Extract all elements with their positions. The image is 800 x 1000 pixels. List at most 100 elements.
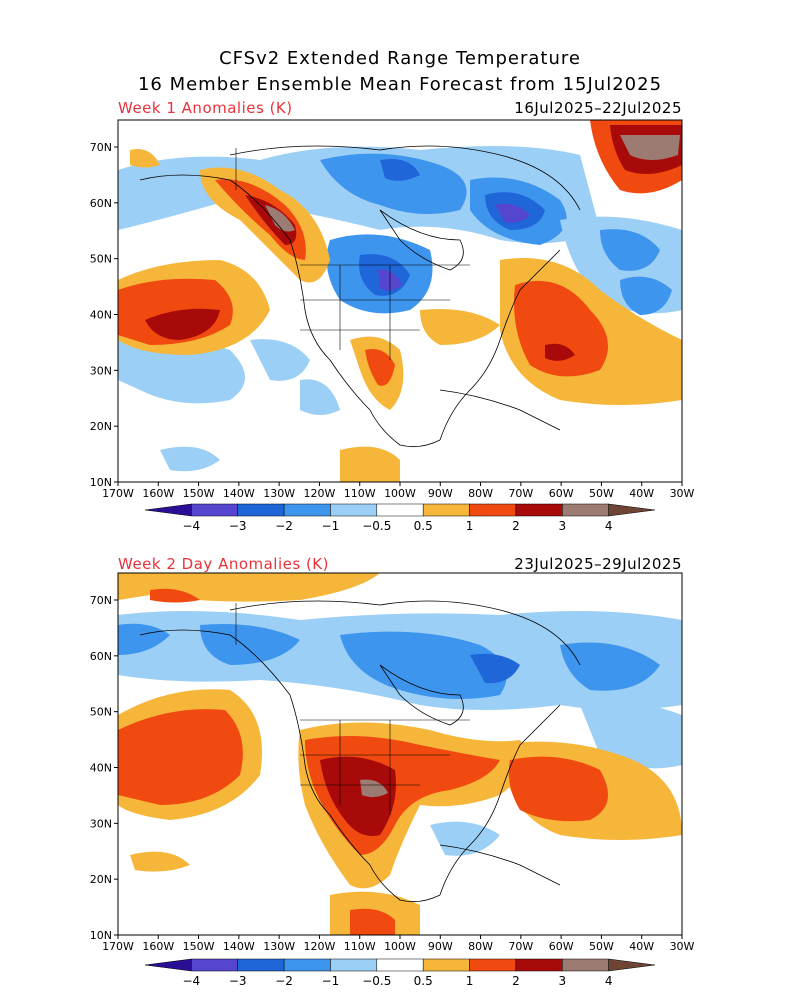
colorbar-swatch (469, 503, 517, 517)
lat-tick-label: 60N (90, 197, 112, 210)
lon-tick-label: 110W (344, 940, 376, 953)
colorbar-label: −4 (183, 519, 201, 533)
colorbar-label: 0.5 (414, 519, 433, 533)
warm-anomaly-region (514, 280, 608, 377)
borders (235, 603, 470, 815)
colorbar-swatch (422, 958, 470, 972)
colorbar-swatch (283, 958, 331, 972)
colorbar-label: 2 (512, 519, 520, 533)
colorbar-swatch (144, 958, 192, 972)
cool-anomaly-region (495, 203, 530, 223)
colorbar-swatch (283, 503, 331, 517)
colorbar-swatch (376, 503, 424, 517)
warm-anomaly-region (420, 309, 500, 345)
lon-tick-label: 40W (629, 487, 654, 500)
colorbar-2: −4 −3 −2 −1 −0.5 0.5 1 2 3 4 (144, 958, 656, 988)
warm-anomaly-region (145, 308, 220, 340)
colorbar-swatch (330, 503, 378, 517)
colorbar-label: 0.5 (414, 974, 433, 988)
lat-tick-label: 10N (90, 929, 112, 942)
colorbar-label: 4 (605, 519, 613, 533)
colorbar-swatch (237, 503, 285, 517)
lat-tick-label: 20N (90, 420, 112, 433)
cool-anomaly-region (620, 276, 672, 315)
colorbar-swatch (562, 958, 609, 972)
warm-anomaly-region (245, 195, 297, 245)
colorbar-label: 3 (558, 974, 566, 988)
lon-tick-label: 100W (384, 940, 416, 953)
coastlines (139, 145, 581, 448)
cool-anomaly-region (380, 159, 420, 181)
lon-tick-label: 80W (468, 487, 493, 500)
cool-anomaly-region (470, 653, 520, 684)
colorbar-swatch (422, 503, 470, 517)
colorbar-label: −2 (275, 519, 293, 533)
warm-anomaly-region (545, 343, 575, 361)
warm-anomaly-region (265, 205, 295, 232)
lon-tick-label: 30W (670, 487, 695, 500)
panel2-lat-axis: 70N 60N 50N 40N 30N 20N 10N (90, 594, 118, 942)
lon-tick-label: 90W (428, 487, 453, 500)
cool-anomaly-region (340, 631, 507, 699)
lon-tick-label: 170W (102, 940, 134, 953)
warm-anomaly-region (320, 756, 396, 836)
colorbar-swatch (144, 503, 192, 517)
borders (235, 148, 470, 360)
panel1-dates: 16Jul2025–22Jul2025 (514, 99, 682, 117)
warm-anomaly-region (130, 149, 160, 168)
cool-anomaly-region (320, 153, 467, 214)
colorbar-label: −1 (322, 974, 340, 988)
lat-tick-label: 70N (90, 141, 112, 154)
lon-tick-label: 140W (223, 487, 255, 500)
lon-tick-label: 70W (508, 487, 533, 500)
figure-title-line1: CFSv2 Extended Range Temperature (219, 48, 581, 69)
colorbar-1: −4 −3 −2 −1 −0.5 0.5 1 2 3 4 (144, 503, 656, 533)
colorbar-label: 1 (466, 974, 474, 988)
colorbar-swatch (191, 958, 238, 972)
lon-tick-label: 120W (303, 487, 335, 500)
colorbar-swatch (515, 958, 563, 972)
cool-anomaly-region (160, 446, 220, 472)
cool-anomaly-region (560, 642, 660, 691)
lat-tick-label: 40N (90, 309, 112, 322)
lon-tick-label: 150W (183, 940, 215, 953)
lat-tick-label: 50N (90, 706, 112, 719)
lon-tick-label: 50W (589, 940, 614, 953)
coastlines (139, 600, 581, 903)
colorbar-label: −0.5 (362, 519, 391, 533)
colorbar-label: −1 (322, 519, 340, 533)
panel1-lon-axis: 170W 160W 150W 140W 130W 120W 110W 100W 90W 80W 70… (102, 482, 695, 500)
lat-tick-label: 30N (90, 364, 112, 377)
lon-tick-label: 130W (263, 487, 295, 500)
colorbar-label: −2 (275, 974, 293, 988)
lon-tick-label: 80W (468, 940, 493, 953)
lon-tick-label: 60W (549, 487, 574, 500)
lon-tick-label: 40W (629, 940, 654, 953)
lat-tick-label: 40N (90, 762, 112, 775)
panel2-dates: 23Jul2025–29Jul2025 (514, 555, 682, 573)
cool-anomaly-region (300, 379, 340, 415)
cool-anomaly-region (600, 229, 660, 271)
colorbar-label: −0.5 (362, 974, 391, 988)
warm-anomaly-region (350, 908, 395, 935)
warm-anomaly-region (508, 756, 608, 822)
cool-anomaly-region (250, 339, 310, 381)
lon-tick-label: 170W (102, 487, 134, 500)
panel1-map: 70N 60N 50N 40N 30N 20N 10N 170W 160W 150W 140W 13… (90, 119, 695, 500)
cool-anomaly-region (118, 336, 245, 404)
panel1-lat-axis: 70N 60N 50N 40N 30N 20N 10N (90, 141, 118, 489)
colorbar-label: 4 (605, 974, 613, 988)
colorbar-label: −3 (229, 974, 247, 988)
lon-tick-label: 160W (142, 940, 174, 953)
lon-tick-label: 30W (670, 940, 695, 953)
panel2-label: Week 2 Day Anomalies (K) (118, 555, 329, 573)
lon-tick-label: 70W (508, 940, 533, 953)
colorbar-swatch (469, 958, 517, 972)
panel2-lon-axis: 170W 160W 150W 140W 130W 120W 110W 100W 90W 80W 70… (102, 935, 695, 953)
figure-title-line2: 16 Member Ensemble Mean Forecast from 15… (137, 74, 663, 95)
warm-anomaly-region (365, 349, 395, 386)
lon-tick-label: 160W (142, 487, 174, 500)
colorbar-swatch (515, 503, 563, 517)
colorbar-label: 2 (512, 974, 520, 988)
colorbar-label: 1 (466, 519, 474, 533)
